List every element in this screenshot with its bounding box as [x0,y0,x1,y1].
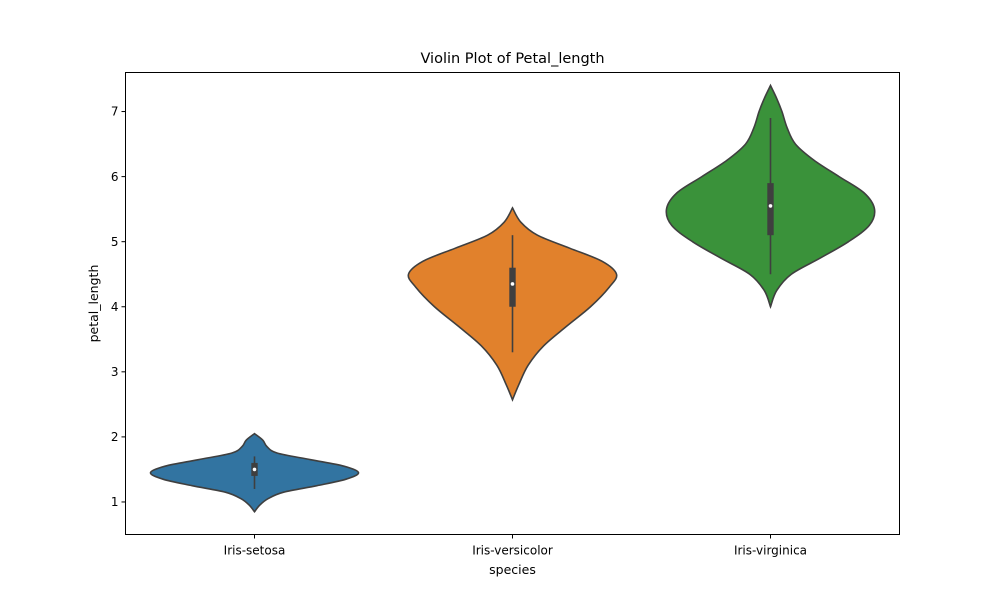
violin-iris-versicolor [407,206,618,402]
y-tick-label: 1 [111,495,119,509]
x-tick-label: Iris-versicolor [472,544,553,558]
x-axis-label: species [489,562,536,577]
y-tick-label: 7 [111,105,119,119]
chart-title: Violin Plot of Petal_length [420,51,604,67]
y-axis-label: petal_length [86,265,101,343]
x-axis: Iris-setosa Iris-versicolor Iris-virginica [224,534,807,558]
x-tick-label: Iris-setosa [224,544,286,558]
y-tick-label: 2 [111,430,119,444]
violin-median-dot [510,282,515,286]
violin-iris-virginica [665,83,876,309]
violin-median-dot [252,467,257,472]
violin-iqr-box [767,183,774,236]
violin-iqr-box [509,267,516,307]
plot-area [149,83,876,514]
y-tick-label: 4 [111,300,119,314]
violin-iris-setosa [149,432,360,514]
y-axis: 1 2 3 4 5 6 7 [111,105,126,509]
y-tick-label: 6 [111,170,119,184]
x-tick-label: Iris-virginica [734,544,807,558]
y-tick-label: 3 [111,365,119,379]
y-tick-label: 5 [111,235,119,249]
violin-median-dot [768,204,773,208]
